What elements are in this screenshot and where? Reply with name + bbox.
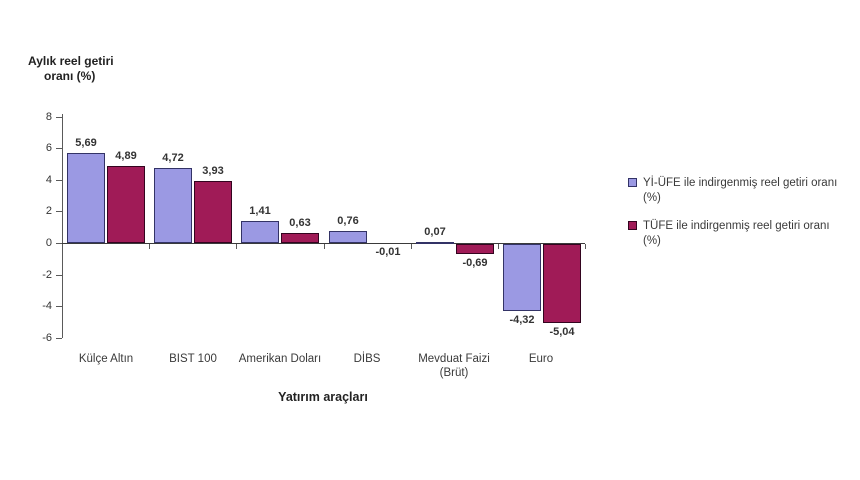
- bar-value-label: -4,32: [509, 314, 535, 326]
- bar-value-label: -0,01: [375, 246, 401, 258]
- x-axis-title: Yatırım araçları: [278, 390, 368, 404]
- y-tick: [56, 306, 62, 307]
- y-tick-label: 8: [45, 111, 52, 123]
- bar-value-label: -0,69: [462, 257, 488, 269]
- legend: Yİ-ÜFE ile indirgenmiş reel getiri oranı…: [628, 176, 843, 249]
- y-tick-label: -4: [42, 300, 52, 312]
- bar-value-label: -5,04: [549, 326, 575, 338]
- bar-value-label: 0,07: [424, 226, 446, 238]
- bar-yi-ufe: [241, 221, 279, 243]
- x-boundary-tick: [236, 244, 237, 249]
- y-axis-title-line2: oranı (%): [44, 69, 96, 83]
- y-tick-label: -2: [42, 269, 52, 281]
- y-tick: [56, 117, 62, 118]
- bar-value-label: 3,93: [202, 165, 224, 177]
- y-tick-label: -6: [42, 332, 52, 344]
- legend-label-tufe: TÜFE ile indirgenmiş reel getiri oranı (…: [643, 220, 830, 247]
- y-tick: [56, 180, 62, 181]
- bar-value-label: 0,76: [337, 215, 359, 227]
- y-axis-line: [62, 114, 63, 338]
- bar-yi-ufe: [329, 231, 367, 243]
- x-boundary-tick: [411, 244, 412, 249]
- x-category-label: Külçe Altın: [78, 353, 134, 365]
- y-tick-label: 0: [45, 237, 52, 249]
- bar-tufe: [543, 244, 581, 323]
- y-axis-title: Aylık reel getiri oranı (%): [28, 54, 158, 84]
- legend-marker-tufe-icon: [628, 221, 637, 230]
- x-category-label: Amerikan Doları: [238, 353, 322, 365]
- y-tick: [56, 243, 62, 244]
- x-category-label: Mevduat Faizi (Brüt): [418, 353, 490, 379]
- bar-tufe: [107, 166, 145, 243]
- x-boundary-tick: [324, 244, 325, 249]
- x-category-label: BIST 100: [169, 353, 217, 365]
- x-axis-line: [62, 243, 585, 244]
- bar-yi-ufe: [416, 242, 454, 244]
- legend-entry-yi-ufe: Yİ-ÜFE ile indirgenmiş reel getiri oranı…: [628, 176, 843, 206]
- y-tick: [56, 338, 62, 339]
- bar-tufe: [456, 244, 494, 254]
- bar-value-label: 1,41: [249, 205, 271, 217]
- y-tick: [56, 148, 62, 149]
- bar-value-label: 0,63: [289, 217, 311, 229]
- legend-label-yi-ufe: Yİ-ÜFE ile indirgenmiş reel getiri oranı…: [643, 177, 838, 204]
- x-category-label: Euro: [528, 353, 554, 365]
- bar-tufe: [194, 181, 232, 243]
- y-tick: [56, 211, 62, 212]
- y-tick-label: 4: [45, 174, 52, 186]
- x-boundary-tick: [585, 244, 586, 249]
- bar-yi-ufe: [503, 244, 541, 311]
- bar-value-label: 4,89: [115, 150, 137, 162]
- bar-tufe: [281, 233, 319, 243]
- y-tick-label: 6: [45, 142, 52, 154]
- legend-entry-tufe: TÜFE ile indirgenmiş reel getiri oranı (…: [628, 219, 843, 249]
- bar-value-label: 5,69: [75, 137, 97, 149]
- y-tick-label: 2: [45, 205, 52, 217]
- bar-yi-ufe: [154, 168, 192, 243]
- bar-yi-ufe: [67, 153, 105, 243]
- x-boundary-tick: [62, 244, 63, 249]
- legend-marker-yi-ufe-icon: [628, 178, 637, 187]
- bar-value-label: 4,72: [162, 152, 184, 164]
- x-boundary-tick: [498, 244, 499, 249]
- y-axis-title-line1: Aylık reel getiri: [28, 54, 114, 68]
- x-boundary-tick: [149, 244, 150, 249]
- x-category-label: DİBS: [353, 353, 381, 365]
- y-tick: [56, 275, 62, 276]
